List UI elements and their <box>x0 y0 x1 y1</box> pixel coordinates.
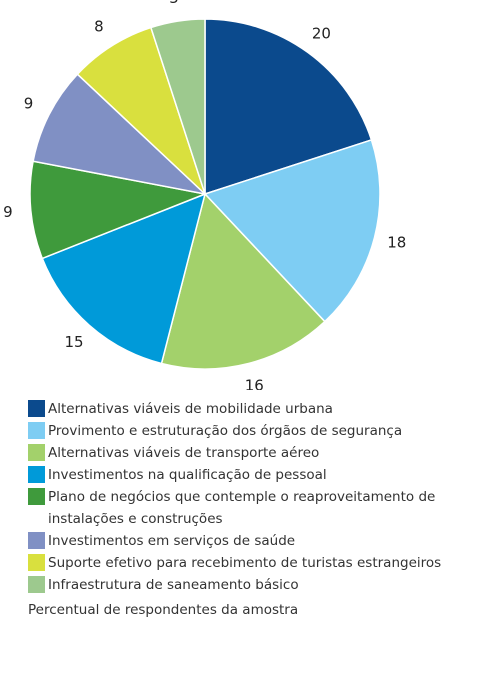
data-label: 20 <box>312 24 331 42</box>
legend-label: Suporte efetivo para recebimento de turi… <box>48 555 442 571</box>
pie-slice <box>32 73 208 196</box>
legend-swatch <box>28 554 45 571</box>
legend-item: Alternativas viáveis de mobilidade urban… <box>28 398 486 420</box>
legend-label: Alternativas viáveis de transporte aéreo <box>48 445 320 461</box>
data-label: 18 <box>387 234 406 252</box>
legend-swatch <box>28 466 45 483</box>
legend-item: Investimentos em serviços de saúde <box>28 530 486 552</box>
legend-label: Investimentos em serviços de saúde <box>48 533 296 549</box>
legend-swatch <box>28 422 45 439</box>
pie-slice <box>160 192 326 370</box>
legend-label: Investimentos na qualificação de pessoal <box>48 467 327 483</box>
legend-swatch <box>28 576 45 593</box>
legend-swatch <box>28 400 45 417</box>
legend-item: Plano de negócios que contemple o reapro… <box>28 486 486 530</box>
data-label: 9 <box>24 95 34 113</box>
legend-label: Provimento e estruturação dos órgãos de … <box>48 423 403 439</box>
pie-slice <box>204 18 373 196</box>
pie-chart: 20 18 16 15 9 9 8 5 <box>3 0 406 390</box>
note: Percentual de respondentes da amostra <box>28 602 299 618</box>
pie-slice <box>149 18 206 195</box>
legend-item: Alternativas viáveis de transporte aéreo <box>28 442 486 464</box>
legend-swatch <box>28 488 45 505</box>
legend-label: Alternativas viáveis de mobilidade urban… <box>48 401 333 417</box>
legend: Alternativas viáveis de mobilidade urban… <box>28 398 486 596</box>
data-label: 5 <box>169 0 179 7</box>
legend-label: Plano de negócios que contemple o reapro… <box>48 489 436 527</box>
data-label: 16 <box>245 376 264 390</box>
pie-slice <box>41 192 207 365</box>
legend-item: Provimento e estruturação dos órgãos de … <box>28 420 486 442</box>
pie-slice <box>29 160 208 260</box>
data-label: 9 <box>3 203 13 221</box>
legend-swatch <box>28 444 45 461</box>
legend-item: Investimentos na qualificação de pessoal <box>28 464 486 486</box>
data-label: 15 <box>65 333 84 351</box>
legend-label: Infraestrutura de saneamento básico <box>48 577 299 593</box>
legend-item: Suporte efetivo para recebimento de turi… <box>28 552 486 574</box>
legend-item: Infraestrutura de saneamento básico <box>28 574 486 596</box>
pie-slice <box>203 138 381 323</box>
legend-swatch <box>28 532 45 549</box>
data-label: 8 <box>94 17 104 35</box>
